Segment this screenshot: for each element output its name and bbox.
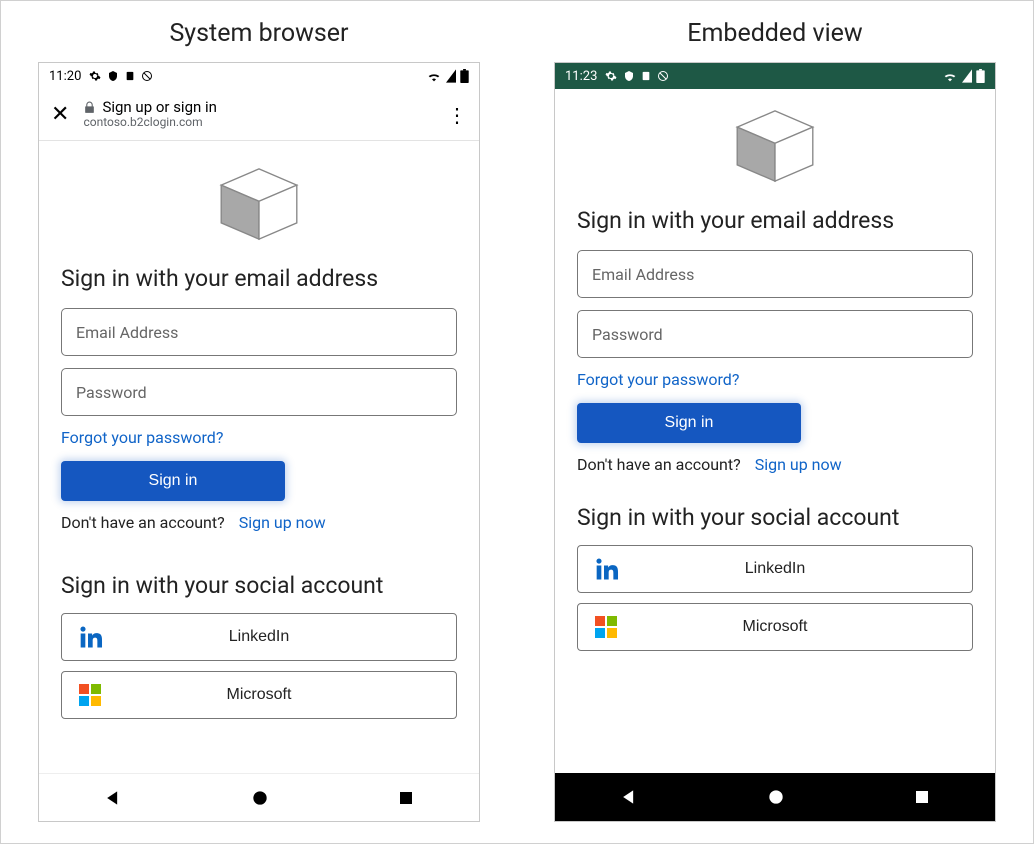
social-heading: Sign in with your social account (577, 504, 973, 531)
kebab-menu-icon[interactable]: ⋮ (447, 103, 467, 127)
linkedin-icon (76, 623, 104, 651)
linkedin-icon (592, 555, 620, 583)
password-field[interactable]: Password (577, 310, 973, 358)
microsoft-label: Microsoft (62, 686, 456, 704)
signal-icon (962, 69, 972, 83)
nav-back-icon[interactable] (103, 788, 123, 808)
status-icons-right (426, 69, 469, 83)
linkedin-label: LinkedIn (578, 560, 972, 578)
linkedin-button[interactable]: LinkedIn (61, 613, 457, 661)
embedded-view-column: Embedded view 11:23 (543, 19, 1008, 822)
no-account-text: Don't have an account? (577, 455, 741, 474)
forgot-password-link[interactable]: Forgot your password? (577, 370, 739, 389)
status-bar: 11:23 (555, 63, 995, 89)
nav-recent-icon[interactable] (397, 789, 415, 807)
nav-back-icon[interactable] (619, 787, 639, 807)
signal-icon (446, 69, 456, 83)
status-icons-left (605, 70, 669, 82)
system-browser-phone: 11:20 ✕ Sign up or sign in (38, 62, 480, 822)
embedded-view-title: Embedded view (687, 19, 862, 48)
email-field[interactable]: Email Address (577, 250, 973, 298)
status-icons-right (942, 69, 985, 83)
android-navbar (39, 773, 479, 821)
microsoft-icon (592, 613, 620, 641)
close-icon[interactable]: ✕ (51, 102, 69, 127)
android-navbar (555, 773, 995, 821)
shield-icon (107, 70, 119, 82)
nav-home-icon[interactable] (766, 787, 786, 807)
status-time: 11:23 (565, 69, 597, 84)
wifi-icon (942, 70, 958, 82)
embedded-view-phone: 11:23 Si (554, 62, 996, 822)
gear-icon (605, 70, 617, 82)
shield-icon (623, 70, 635, 82)
nav-home-icon[interactable] (250, 788, 270, 808)
cube-icon (730, 107, 820, 185)
logo-cube (577, 107, 973, 189)
wifi-icon (426, 70, 442, 82)
status-icons-left (89, 70, 153, 82)
gear-icon (89, 70, 101, 82)
microsoft-label: Microsoft (578, 618, 972, 636)
status-time: 11:20 (49, 69, 81, 84)
password-field[interactable]: Password (61, 368, 457, 416)
lock-icon (83, 101, 96, 114)
microsoft-button[interactable]: Microsoft (61, 671, 457, 719)
signup-link[interactable]: Sign up now (239, 513, 326, 532)
logo-cube (61, 165, 457, 247)
signin-content: Sign in with your email address Email Ad… (39, 141, 479, 773)
card-icon (641, 70, 651, 82)
block-icon (657, 70, 669, 82)
status-bar: 11:20 (39, 63, 479, 89)
microsoft-icon (76, 681, 104, 709)
browser-address-bar: ✕ Sign up or sign in contoso.b2clogin.co… (39, 89, 479, 141)
block-icon (141, 70, 153, 82)
signin-heading: Sign in with your email address (61, 265, 457, 292)
battery-icon (976, 69, 985, 83)
social-heading: Sign in with your social account (61, 572, 457, 599)
microsoft-button[interactable]: Microsoft (577, 603, 973, 651)
signin-heading: Sign in with your email address (577, 207, 973, 234)
signin-content: Sign in with your email address Email Ad… (555, 89, 995, 773)
linkedin-button[interactable]: LinkedIn (577, 545, 973, 593)
signup-link[interactable]: Sign up now (755, 455, 842, 474)
page-domain: contoso.b2clogin.com (83, 116, 433, 130)
linkedin-label: LinkedIn (62, 628, 456, 646)
signin-button[interactable]: Sign in (61, 461, 285, 501)
email-field[interactable]: Email Address (61, 308, 457, 356)
card-icon (125, 70, 135, 82)
nav-recent-icon[interactable] (913, 788, 931, 806)
page-title: Sign up or sign in (102, 99, 217, 116)
forgot-password-link[interactable]: Forgot your password? (61, 428, 223, 447)
no-account-text: Don't have an account? (61, 513, 225, 532)
cube-icon (214, 165, 304, 243)
battery-icon (460, 69, 469, 83)
address-info: Sign up or sign in contoso.b2clogin.com (83, 99, 433, 130)
system-browser-column: System browser 11:20 ✕ (27, 19, 492, 822)
system-browser-title: System browser (169, 19, 348, 48)
signin-button[interactable]: Sign in (577, 403, 801, 443)
